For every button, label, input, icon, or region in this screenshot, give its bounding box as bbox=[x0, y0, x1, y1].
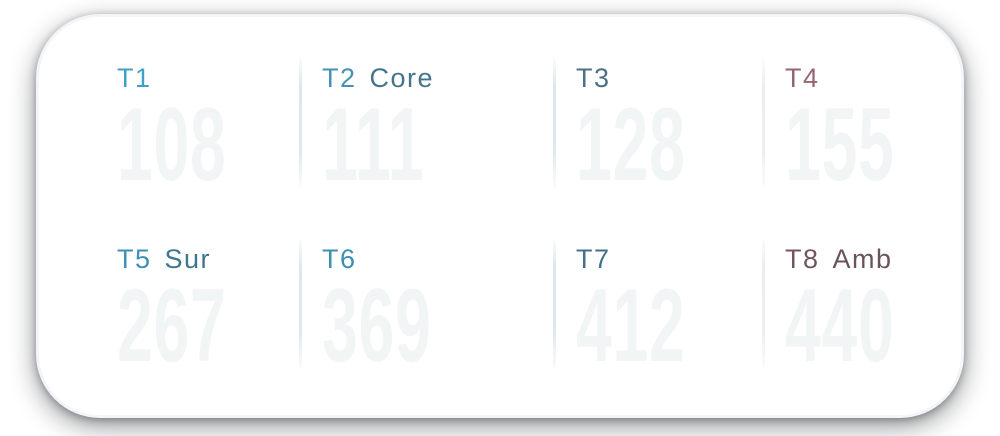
sensor-name-label: Amb bbox=[832, 244, 893, 274]
sensor-cell-t1: T1 108 bbox=[39, 17, 300, 198]
sensor-value-row: 128 bbox=[576, 87, 755, 218]
sensor-id-label: T8 bbox=[785, 244, 820, 274]
sensor-value: 440 bbox=[785, 268, 895, 384]
sensor-value-row: 111 bbox=[322, 87, 546, 218]
sensor-cell-t2: T2 Core 111 bbox=[299, 17, 554, 198]
sensor-value-row: 369 bbox=[322, 268, 546, 399]
sensor-cell-t5: T5 Sur 267 bbox=[39, 198, 300, 415]
sensor-value: 412 bbox=[576, 268, 686, 384]
sensor-cell-t3: T3 128 bbox=[553, 17, 763, 198]
sensor-id-label: T7 bbox=[576, 244, 611, 274]
sensor-value-row: 155 bbox=[785, 87, 953, 218]
sensor-value-row: 412 bbox=[576, 268, 755, 399]
sensor-id-label: T3 bbox=[576, 63, 611, 93]
sensor-cell-t8: T8 Amb 440 bbox=[762, 198, 961, 415]
sensor-value: 128 bbox=[576, 87, 686, 203]
sensor-id-label: T1 bbox=[117, 63, 152, 93]
sensor-cell-t7: T7 412 bbox=[553, 198, 763, 415]
sensor-label: T7 bbox=[576, 244, 755, 274]
sensor-name-label: Sur bbox=[164, 244, 212, 274]
sensor-id-label: T4 bbox=[785, 63, 820, 93]
sensor-label: T6 bbox=[322, 244, 546, 274]
sensor-cell-t4: T4 155 bbox=[762, 17, 961, 198]
sensor-grid: T1 108 T2 Core 111 T3 128 T4 bbox=[39, 17, 961, 415]
sensor-id-label: T2 bbox=[322, 63, 357, 93]
sensor-label: T3 bbox=[576, 63, 755, 93]
sensor-cell-t6: T6 369 bbox=[299, 198, 554, 415]
temperature-sensor-panel: T1 108 T2 Core 111 T3 128 T4 bbox=[36, 14, 964, 418]
sensor-value: 369 bbox=[322, 268, 432, 384]
sensor-name-label: Core bbox=[369, 63, 435, 93]
sensor-id-label: T5 bbox=[117, 244, 152, 274]
sensor-value-row: 440 bbox=[785, 268, 953, 399]
sensor-value-row: 108 bbox=[117, 87, 292, 218]
sensor-label: T2 Core bbox=[322, 63, 546, 93]
sensor-id-label: T6 bbox=[322, 244, 357, 274]
sensor-value: 111 bbox=[322, 87, 425, 203]
sensor-value: 108 bbox=[117, 87, 227, 203]
sensor-value: 155 bbox=[785, 87, 895, 203]
sensor-label: T5 Sur bbox=[117, 244, 292, 274]
sensor-value-row: 267 bbox=[117, 268, 292, 399]
sensor-label: T1 bbox=[117, 63, 292, 93]
sensor-value: 267 bbox=[117, 268, 227, 384]
sensor-label: T8 Amb bbox=[785, 244, 953, 274]
sensor-label: T4 bbox=[785, 63, 953, 93]
